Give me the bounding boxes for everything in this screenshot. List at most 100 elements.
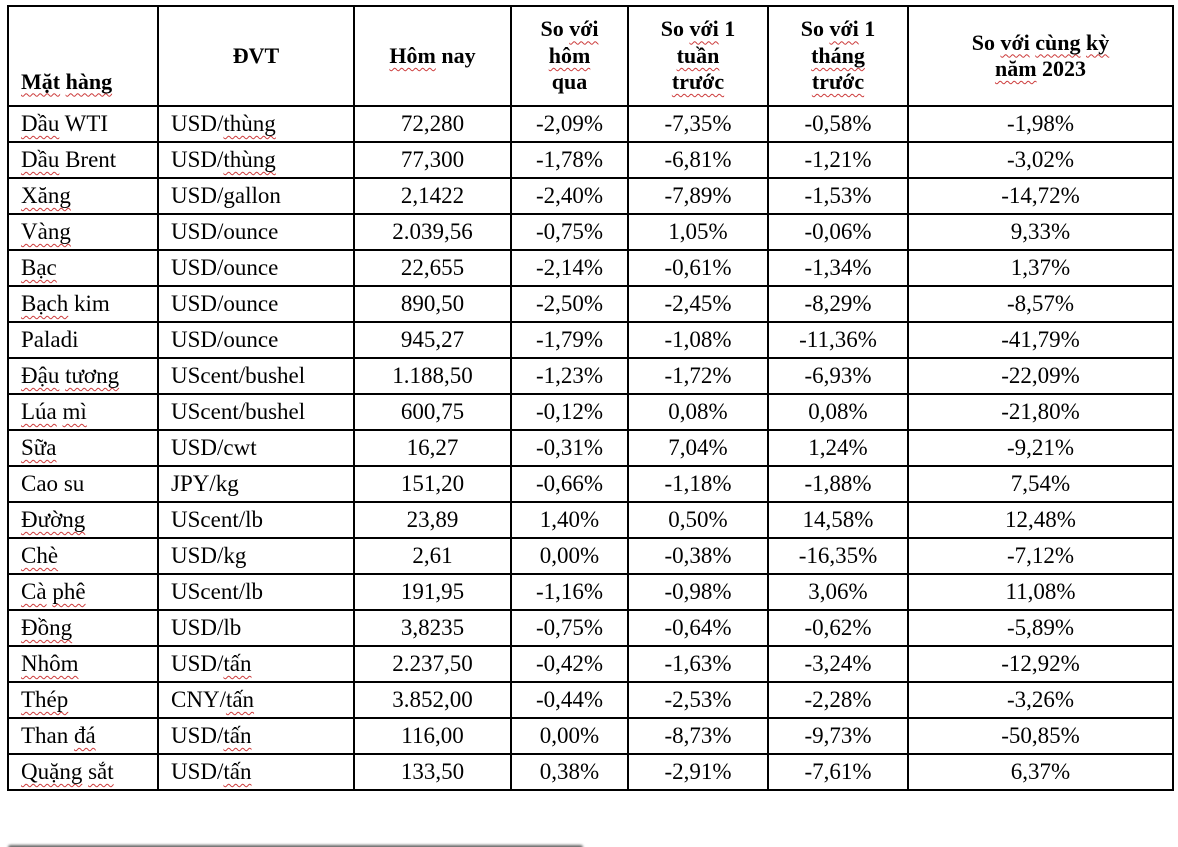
value-cell: -6,81% [627, 141, 769, 179]
value-cell: 0,08% [627, 393, 769, 431]
value-cell: -5,89% [907, 609, 1174, 647]
value-cell: 2.237,50 [353, 645, 512, 683]
value-cell: 191,95 [353, 573, 512, 611]
value-cell: 890,50 [353, 285, 512, 323]
misspelled-word: Đậu [21, 363, 60, 388]
table-row: Sữa USD/cwt 16,27 -0,31% 7,04% 1,24% -9,21% [7, 429, 1174, 467]
value-cell: -2,91% [627, 753, 769, 791]
misspelled-word: đá [74, 723, 96, 748]
value-cell: 77,300 [353, 141, 512, 179]
value-cell: -7,61% [767, 753, 909, 791]
value-cell: -1,23% [510, 357, 629, 395]
value-cell: -0,75% [510, 213, 629, 251]
value-cell: -0,31% [510, 429, 629, 467]
commodity-name: Bạch kim [7, 285, 159, 323]
header-row: Mặt hàng ĐVT Hôm nay So với hôm qua So với 1… [7, 5, 1174, 107]
value-cell: 2,1422 [353, 177, 512, 215]
value-cell: 1,40% [510, 501, 629, 539]
table-row: Nhôm USD/tấn 2.237,50 -0,42% -1,63% -3,24% -12… [7, 645, 1174, 683]
value-cell: -7,35% [627, 105, 769, 143]
value-cell: -22,09% [907, 357, 1174, 395]
table-row: Đậu tương UScent/bushel 1.188,50 -1,23% -1,7… [7, 357, 1174, 395]
value-cell: 1,24% [767, 429, 909, 467]
misspelled-word: tấn [223, 723, 252, 748]
value-cell: 3,06% [767, 573, 909, 611]
misspelled-word: Dầu [21, 111, 60, 136]
value-cell: 22,655 [353, 249, 512, 287]
value-cell: -41,79% [907, 321, 1174, 359]
value-cell: -1,98% [907, 105, 1174, 143]
value-cell: -14,72% [907, 177, 1174, 215]
unit-cell: USD/ounce [157, 321, 355, 359]
commodity-price-table: Mặt hàng ĐVT Hôm nay So với hôm qua So với 1… [7, 5, 1174, 791]
value-cell: -2,40% [510, 177, 629, 215]
unit-cell: USD/tấn [157, 753, 355, 791]
value-cell: -0,61% [627, 249, 769, 287]
table-body: Dầu WTI USD/thùng 72,280 -2,09% -7,35% -0,58%… [7, 105, 1174, 791]
misspelled-word: hàng [65, 68, 113, 94]
column-header-1: ĐVT [157, 5, 355, 107]
misspelled-word: Hôm [389, 42, 436, 68]
value-cell: 14,58% [767, 501, 909, 539]
table-row: Đường UScent/lb 23,89 1,40% 0,50% 14,58% 12,48… [7, 501, 1174, 539]
value-cell: 1,05% [627, 213, 769, 251]
misspelled-word: trước [811, 69, 865, 95]
value-cell: -12,92% [907, 645, 1174, 683]
value-cell: 2.039,56 [353, 213, 512, 251]
value-cell: 0,08% [767, 393, 909, 431]
value-cell: -8,73% [627, 717, 769, 755]
value-cell: 7,04% [627, 429, 769, 467]
value-cell: 0,38% [510, 753, 629, 791]
misspelled-word: kỳ [1086, 29, 1110, 55]
value-cell: -0,75% [510, 609, 629, 647]
misspelled-word: trước [671, 69, 725, 95]
bottom-edge-artifact [8, 845, 583, 847]
value-cell: 9,33% [907, 213, 1174, 251]
table-row: Paladi USD/ounce 945,27 -1,79% -1,08% -11,36%… [7, 321, 1174, 359]
value-cell: 6,37% [907, 753, 1174, 791]
value-cell: 600,75 [353, 393, 512, 431]
value-cell: -1,08% [627, 321, 769, 359]
column-header-4: So với 1 tuần trước [627, 5, 769, 107]
commodity-name: Cao su [7, 465, 159, 503]
unit-cell: USD/thùng [157, 141, 355, 179]
misspelled-word: Bạc [21, 255, 57, 280]
table-row: Thép CNY/tấn 3.852,00 -0,44% -2,53% -2,28% -3,… [7, 681, 1174, 719]
unit-cell: UScent/bushel [157, 357, 355, 395]
unit-cell: USD/lb [157, 609, 355, 647]
value-cell: 0,50% [627, 501, 769, 539]
unit-cell: UScent/lb [157, 573, 355, 611]
table-row: Than đá USD/tấn 116,00 0,00% -8,73% -9,73% -50… [7, 717, 1174, 755]
unit-cell: USD/ounce [157, 213, 355, 251]
commodity-name: Đậu tương [7, 357, 159, 395]
value-cell: 0,00% [510, 717, 629, 755]
column-header-6: So với cùng kỳ năm 2023 [907, 5, 1174, 107]
value-cell: 945,27 [353, 321, 512, 359]
commodity-name: Quặng sắt [7, 753, 159, 791]
misspelled-word: thùng [223, 111, 276, 136]
value-cell: -11,36% [767, 321, 909, 359]
value-cell: -8,57% [907, 285, 1174, 323]
table-row: Cà phê UScent/lb 191,95 -1,16% -0,98% 3,06% 11… [7, 573, 1174, 611]
table-row: Xăng USD/gallon 2,1422 -2,40% -7,89% -1,53% -1… [7, 177, 1174, 215]
value-cell: 16,27 [353, 429, 512, 467]
value-cell: 3,8235 [353, 609, 512, 647]
value-cell: -0,12% [510, 393, 629, 431]
misspelled-word: mì [62, 399, 87, 424]
commodity-name: Cà phê [7, 573, 159, 611]
value-cell: 0,00% [510, 537, 629, 575]
value-cell: -1,88% [767, 465, 909, 503]
table-row: Chè USD/kg 2,61 0,00% -0,38% -16,35% -7,12% [7, 537, 1174, 575]
value-cell: -1,72% [627, 357, 769, 395]
column-header-3: So với hôm qua [510, 5, 629, 107]
value-cell: 1,37% [907, 249, 1174, 287]
misspelled-word: với [829, 16, 859, 42]
commodity-name: Xăng [7, 177, 159, 215]
value-cell: 2,61 [353, 537, 512, 575]
misspelled-word: tấn [225, 687, 255, 712]
misspelled-word: Đồng [21, 615, 73, 640]
commodity-name: Đường [7, 501, 159, 539]
value-cell: -1,16% [510, 573, 629, 611]
commodity-name: Than đá [7, 717, 159, 755]
value-cell: -9,21% [907, 429, 1174, 467]
